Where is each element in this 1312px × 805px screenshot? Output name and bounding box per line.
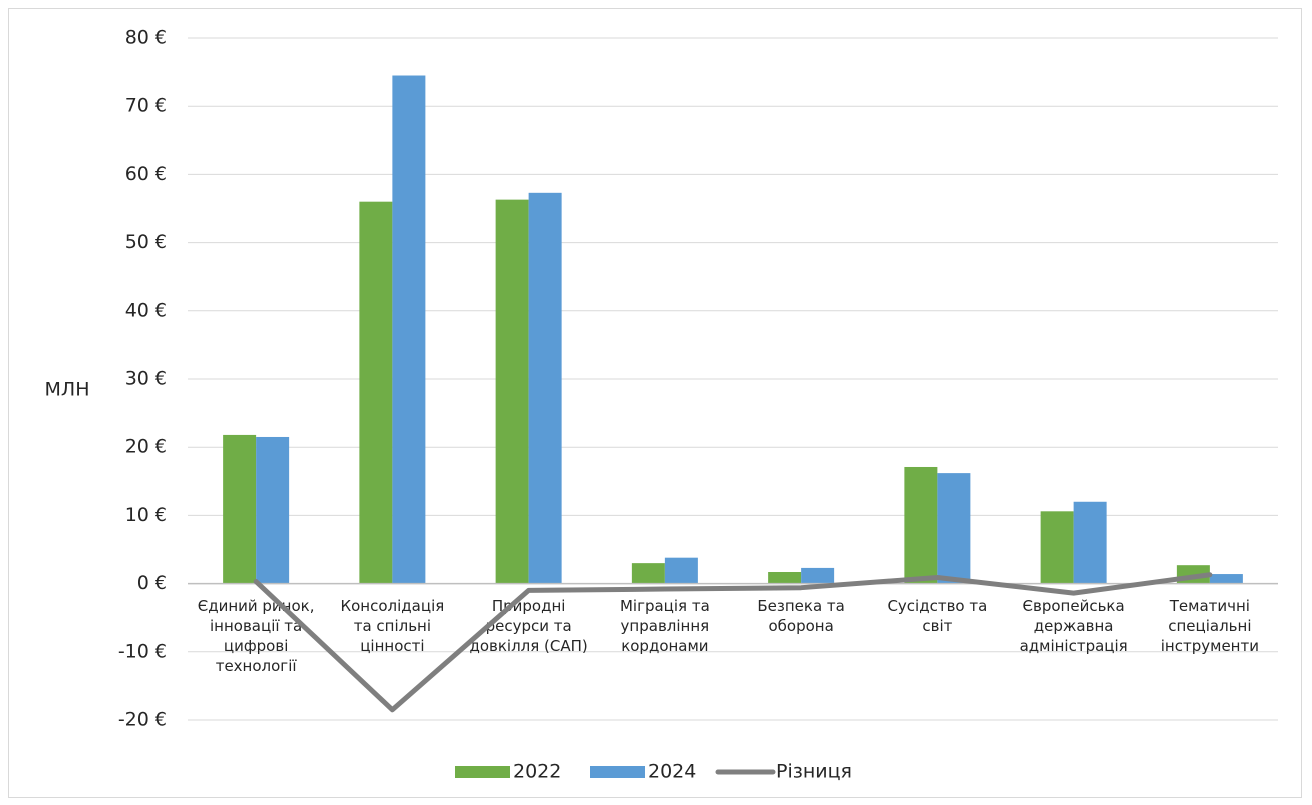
bar-2024 [528, 192, 562, 584]
bar-2024 [664, 557, 698, 584]
legend-label-Різниця: Різниця [776, 761, 852, 783]
y-axis-title: МЛН [45, 379, 90, 401]
y-tick-label: 30 € [125, 368, 167, 390]
y-tick-label: 20 € [125, 436, 167, 458]
category-label: Тематичні спеціальні інструменти [1161, 597, 1259, 655]
legend-label-2022: 2022 [513, 761, 561, 783]
legend-label-2024: 2024 [648, 761, 696, 783]
category-label: Єдиний ринок, інновації та цифрові технолог… [198, 597, 315, 675]
y-tick-label: 60 € [125, 163, 167, 185]
legend-swatch-2024 [590, 766, 645, 778]
difference-line [253, 572, 1213, 713]
bar-2024 [1209, 574, 1243, 584]
chart-frame [8, 8, 1302, 798]
bar-2022 [768, 572, 802, 584]
y-tick-label: -10 € [118, 640, 167, 662]
y-axis-ticks: 80 € 70 € 60 € 50 € 40 € 30 € 20 € 10 € 0 € -10 €… [118, 27, 167, 731]
bar-2024 [937, 473, 971, 584]
legend: 2022 2024 Різниця [455, 761, 852, 783]
y-tick-label: 0 € [137, 572, 167, 594]
bar-2024 [1073, 501, 1107, 584]
bar-2022 [631, 563, 665, 584]
category-label: Безпека та оборона [757, 597, 844, 635]
bar-2022 [1040, 511, 1074, 584]
legend-swatch-2022 [455, 766, 510, 778]
y-tick-label: 10 € [125, 504, 167, 526]
bar-2022 [359, 201, 393, 584]
gridlines [188, 37, 1278, 721]
y-tick-label: 40 € [125, 299, 167, 321]
category-label: Сусідство та світ [887, 597, 987, 635]
category-label: Природні ресурси та довкілля (САП) [469, 597, 587, 655]
line-series-Різниця [253, 572, 1213, 713]
bar-2024 [392, 75, 426, 584]
y-tick-label: 70 € [125, 95, 167, 117]
y-tick-label: 80 € [125, 27, 167, 49]
category-label: Європейська державна адміністрація [1020, 597, 1128, 655]
y-tick-label: -20 € [118, 709, 167, 731]
category-label: Міграція та управління кордонами [620, 597, 710, 655]
category-label: Консолідація та спільні цінності [340, 597, 444, 655]
category-labels: Єдиний ринок, інновації та цифрові технолог… [198, 597, 1259, 675]
bar-2022 [495, 199, 529, 584]
bar-2024 [256, 436, 290, 584]
y-tick-label: 50 € [125, 231, 167, 253]
bars [223, 75, 1243, 584]
bar-2024 [801, 567, 835, 584]
bar-2022 [904, 466, 938, 584]
bar-2022 [223, 434, 257, 584]
